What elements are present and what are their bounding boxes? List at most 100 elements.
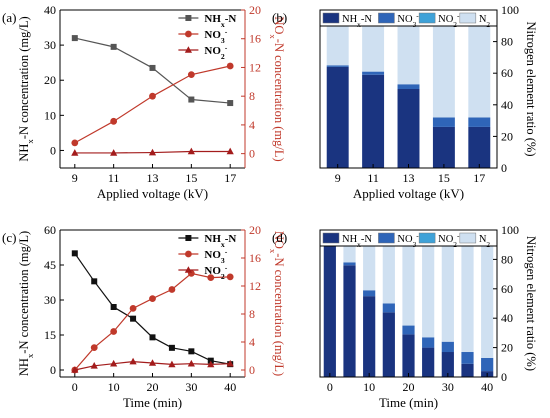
data-point [168,360,176,368]
bar-segment [432,10,455,118]
legend-label: N2 [479,234,491,249]
data-point [168,344,175,351]
x-tick-label: 0 [327,380,333,394]
right-tick-label: 40 [501,311,513,325]
series-line [74,65,231,144]
legend-label: NO3- [397,11,419,29]
legend-swatch [459,12,477,24]
right-tick-label: 80 [501,35,513,49]
right-tick-label: 20 [249,223,261,237]
legend-marker [185,15,192,21]
data-point [149,295,156,302]
data-point [90,362,98,369]
right-tick-label: 80 [501,252,513,266]
series-line [74,272,231,371]
stacked-bar-panel: 0 20 40 60 80 100 0 10 20 30 40 Time (min) Nitrogen … [272,223,538,410]
data-point [148,148,157,156]
data-point [91,278,98,285]
data-point [110,117,118,125]
x-tick-label: 0 [72,380,78,394]
data-point [226,359,234,367]
right-tick-label: 60 [501,66,513,80]
bar-segment [461,230,474,353]
right-tick-label: 100 [501,223,519,237]
y-axis-label-right: NOx-N concentration (mg/L) [268,231,286,376]
bar-segment [468,10,491,118]
bar-segment [382,303,395,313]
bar-segment [461,363,474,377]
x-axis-label: Time (min) [123,395,182,410]
legend-swatch [378,12,395,24]
right-tick-label: 100 [501,3,519,17]
bar-segment [468,126,491,168]
bar-segment [363,296,376,377]
data-point [187,147,195,155]
x-tick-label: 30 [185,380,197,394]
data-point [110,149,118,156]
x-axis-label: Time (min) [379,395,438,410]
bar-segment [326,66,349,168]
right-tick-label: 20 [249,3,261,17]
left-tick-label: 60 [44,223,56,237]
right-tick-label: 4 [249,118,255,132]
legend-label: N2 [479,14,491,29]
legend-marker [185,250,192,258]
x-tick-label: 15 [438,171,450,185]
data-point [149,64,156,71]
bar-segment [382,312,395,377]
left-tick-label: 30 [44,38,56,52]
legend-swatch [322,12,340,24]
x-tick-label: 20 [147,380,159,394]
bar-segment [468,117,491,127]
legend-label: NO2- [204,263,227,281]
data-point [188,348,195,355]
x-tick-label: 11 [367,171,379,185]
bar-segment [441,352,454,377]
x-tick-label: 13 [147,171,159,185]
x-tick-label: 15 [185,171,197,185]
bar-segment [432,117,455,127]
x-tick-label: 20 [403,380,415,394]
x-tick-label: 11 [108,171,120,185]
data-point [226,147,234,155]
panel-label: (b) [272,10,287,25]
bar-segment [343,262,356,266]
legend-label: NO2- [438,11,460,29]
right-tick-label: 8 [249,89,255,103]
left-tick-label: 30 [44,293,56,307]
bar-segment [422,337,435,348]
x-axis-label: Applied voltage (kV) [97,186,208,201]
legend-label: NO3- [204,27,227,45]
bar-segment [397,10,420,85]
bar-segment [363,290,376,297]
line-chart-panel: 0 15 30 45 60 0 4 8 12 16 20 0 10 20 30 40 Time (min) NHx… [2,223,286,410]
data-point [207,274,215,281]
panel-label: (a) [2,10,16,25]
bar-segment [481,357,494,372]
right-tick-label: 60 [501,282,513,296]
data-point [90,344,98,351]
data-point [110,43,117,50]
bar-segment [441,230,454,342]
data-point [110,328,118,335]
line-chart-panel: 0 10 20 30 40 0 4 8 12 16 20 9 11 13 15 17 Applied volta… [2,3,286,201]
bar-segment [397,89,420,168]
legend-marker [184,266,192,273]
data-point [71,149,79,156]
right-tick-label: 20 [501,341,513,355]
bar-segment [397,84,420,89]
right-tick-label: 0 [501,370,507,384]
data-point [71,366,79,373]
legend-label: NO3- [397,231,419,249]
legend-swatch [418,232,436,244]
bar-segment [481,230,494,358]
x-tick-label: 10 [108,380,120,394]
data-point [71,250,78,257]
legend-label: NO3- [204,247,227,265]
y-axis-label-left: NHx-N concentration (mg/L) [17,16,35,161]
data-point [187,359,195,367]
bar-segment [326,65,349,67]
data-point [226,62,234,70]
y-axis-label: Nitrogen element ratio (%) [524,21,538,156]
data-point [149,92,156,100]
